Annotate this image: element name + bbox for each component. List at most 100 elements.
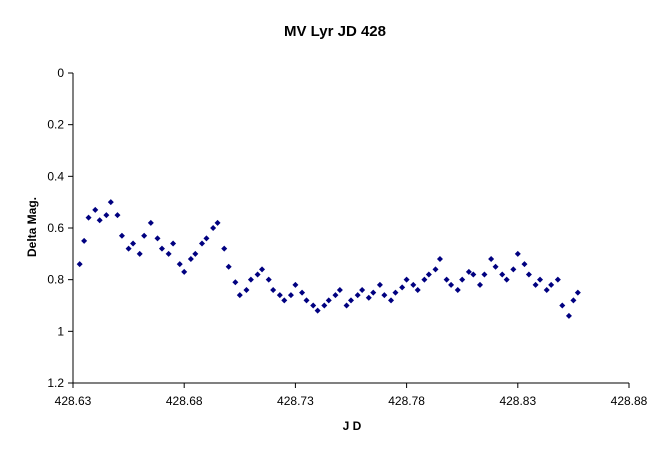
data-point — [537, 276, 544, 283]
chart-title: MV Lyr JD 428 — [284, 23, 386, 40]
data-point — [287, 292, 294, 299]
data-point — [210, 225, 217, 231]
data-point — [332, 292, 339, 299]
data-point — [514, 250, 521, 257]
y-tick-label: 0.2 — [47, 118, 64, 132]
y-tick-label: 1 — [57, 324, 64, 338]
data-point — [421, 276, 428, 283]
data-point — [198, 240, 205, 247]
data-point — [107, 199, 114, 206]
data-point — [381, 292, 388, 299]
data-point — [521, 261, 528, 268]
data-point — [192, 250, 199, 257]
data-point — [574, 289, 581, 296]
data-point — [270, 287, 277, 293]
data-point — [425, 271, 432, 278]
data-point — [259, 266, 266, 273]
data-point — [481, 271, 488, 278]
data-point — [359, 287, 366, 293]
data-point — [388, 297, 395, 304]
data-point — [459, 276, 466, 283]
x-tick-label: 428.68 — [166, 394, 203, 408]
data-point — [448, 281, 455, 288]
data-point — [265, 276, 272, 283]
data-point — [525, 271, 532, 278]
data-point — [225, 263, 232, 270]
data-point — [221, 245, 228, 252]
data-point — [170, 240, 177, 247]
data-point — [492, 263, 499, 270]
data-point — [476, 281, 483, 288]
data-point — [236, 292, 243, 299]
data-point — [96, 217, 103, 224]
data-point — [243, 287, 250, 293]
data-point — [365, 294, 372, 301]
data-point — [85, 214, 92, 221]
data-point — [103, 212, 110, 219]
data-point — [214, 219, 221, 226]
x-tick-label: 428.88 — [611, 394, 648, 408]
data-point — [141, 232, 148, 239]
x-axis-label: J D — [343, 419, 362, 433]
y-tick-label: 0 — [57, 66, 64, 80]
data-point — [130, 240, 137, 247]
data-point — [176, 261, 183, 268]
data-point — [165, 250, 172, 257]
data-point — [399, 284, 406, 291]
x-tick-label: 428.78 — [388, 394, 425, 408]
data-point — [292, 281, 299, 288]
data-point — [499, 271, 506, 278]
data-point — [370, 289, 377, 296]
data-point — [92, 206, 99, 213]
data-point — [443, 276, 450, 283]
data-point — [488, 256, 495, 262]
data-point — [281, 297, 288, 304]
data-point — [203, 235, 210, 242]
data-point — [432, 266, 439, 273]
data-point — [187, 256, 194, 262]
y-tick-label: 0.8 — [47, 273, 64, 287]
data-point — [570, 297, 577, 304]
data-point — [465, 268, 472, 275]
y-tick-label: 1.2 — [47, 376, 64, 390]
y-tick-label: 0.4 — [47, 169, 64, 183]
y-axis-label: Delta Mag. — [25, 197, 39, 257]
data-point — [470, 271, 477, 278]
data-point — [392, 289, 399, 296]
data-point — [554, 276, 561, 283]
x-tick-label: 428.63 — [55, 394, 92, 408]
data-point — [76, 261, 83, 268]
data-point — [325, 297, 332, 304]
x-tick-label: 428.83 — [499, 394, 536, 408]
data-point — [336, 287, 343, 293]
data-point — [414, 287, 421, 293]
data-point — [348, 297, 354, 304]
data-point — [125, 245, 132, 252]
data-point — [410, 281, 417, 288]
y-axis-ticks: 0 0.2 0.4 0.6 0.8 1 1.2 — [47, 66, 73, 390]
data-point — [343, 302, 350, 309]
data-point — [303, 297, 310, 304]
data-point — [565, 312, 572, 319]
data-point — [314, 307, 321, 314]
data-point — [436, 256, 443, 262]
x-axis-ticks: 428.63 428.68 428.73 428.78 428.83 428.88 — [55, 383, 648, 408]
data-points — [76, 199, 581, 319]
data-point — [118, 232, 125, 239]
data-point — [158, 245, 165, 252]
data-point — [310, 302, 317, 309]
data-point — [136, 250, 143, 257]
data-point — [543, 287, 550, 293]
data-point — [510, 266, 517, 273]
data-point — [503, 276, 510, 283]
data-point — [454, 287, 461, 293]
data-point — [254, 271, 261, 278]
data-point — [81, 237, 88, 244]
data-point — [299, 289, 306, 296]
data-point — [114, 212, 121, 219]
data-point — [147, 219, 154, 226]
data-point — [559, 302, 566, 309]
data-point — [247, 276, 254, 283]
x-tick-label: 428.73 — [277, 394, 314, 408]
